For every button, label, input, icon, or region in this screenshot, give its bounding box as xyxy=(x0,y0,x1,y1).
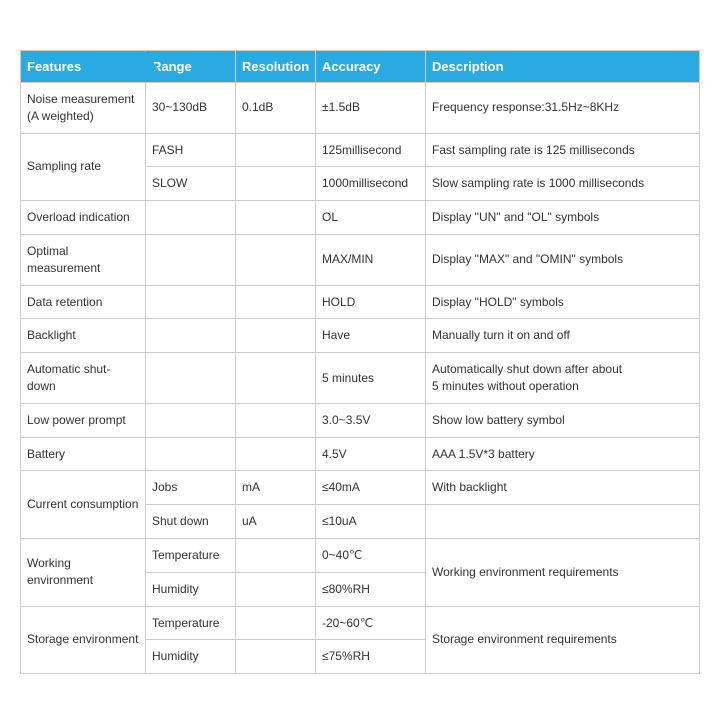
cell xyxy=(236,572,316,606)
cell: Manually turn it on and off xyxy=(426,319,700,353)
cell: Automatically shut down after about5 min… xyxy=(426,353,700,404)
cell: Humidity xyxy=(146,640,236,674)
cell: HOLD xyxy=(316,285,426,319)
cell: FASH xyxy=(146,133,236,167)
cell xyxy=(146,403,236,437)
cell-feature: Current consumption xyxy=(21,471,146,539)
cell xyxy=(146,353,236,404)
cell: ±1.5dB xyxy=(316,83,426,134)
cell: -20~60℃ xyxy=(316,606,426,640)
cell: MAX/MIN xyxy=(316,234,426,285)
cell: SLOW xyxy=(146,167,236,201)
cell-feature: Noise measurement(A weighted) xyxy=(21,83,146,134)
spec-table: Features Range Resolution Accuracy Descr… xyxy=(20,50,700,674)
table-row: Automatic shut-down 5 minutes Automatica… xyxy=(21,353,700,404)
col-range: Range xyxy=(146,51,236,83)
cell-feature: Working environment xyxy=(21,538,146,606)
cell xyxy=(146,201,236,235)
cell: 0.1dB xyxy=(236,83,316,134)
cell: ≤40mA xyxy=(316,471,426,505)
table-row: Data retention HOLD Display "HOLD" symbo… xyxy=(21,285,700,319)
cell-feature: Low power prompt xyxy=(21,403,146,437)
cell xyxy=(236,319,316,353)
table-row: Sampling rate FASH 125millisecond Fast s… xyxy=(21,133,700,167)
cell xyxy=(236,201,316,235)
cell: ≤10uA xyxy=(316,505,426,539)
table-row: Working environment Temperature 0~40℃ Wo… xyxy=(21,538,700,572)
cell-feature: Overload indication xyxy=(21,201,146,235)
cell: Display "MAX" and "OMIN" symbols xyxy=(426,234,700,285)
table-body: Noise measurement(A weighted) 30~130dB 0… xyxy=(21,83,700,674)
table-row: Overload indication OL Display "UN" and … xyxy=(21,201,700,235)
cell xyxy=(146,437,236,471)
cell-feature: Backlight xyxy=(21,319,146,353)
cell xyxy=(146,234,236,285)
cell-feature: Sampling rate xyxy=(21,133,146,201)
table-row: Low power prompt 3.0~3.5V Show low batte… xyxy=(21,403,700,437)
cell: OL xyxy=(316,201,426,235)
cell xyxy=(236,353,316,404)
cell-feature: Storage environment xyxy=(21,606,146,674)
cell: mA xyxy=(236,471,316,505)
cell: Storage environment requirements xyxy=(426,606,700,674)
cell: Humidity xyxy=(146,572,236,606)
header-row: Features Range Resolution Accuracy Descr… xyxy=(21,51,700,83)
cell: Slow sampling rate is 1000 milliseconds xyxy=(426,167,700,201)
cell: uA xyxy=(236,505,316,539)
cell: Fast sampling rate is 125 milliseconds xyxy=(426,133,700,167)
col-accuracy: Accuracy xyxy=(316,51,426,83)
col-description: Description xyxy=(426,51,700,83)
cell-feature: Battery xyxy=(21,437,146,471)
cell: 3.0~3.5V xyxy=(316,403,426,437)
cell: ≤80%RH xyxy=(316,572,426,606)
cell xyxy=(146,319,236,353)
cell: Jobs xyxy=(146,471,236,505)
table-row: Optimal measurement MAX/MIN Display "MAX… xyxy=(21,234,700,285)
cell xyxy=(236,538,316,572)
cell: Display "UN" and "OL" symbols xyxy=(426,201,700,235)
cell: Temperature xyxy=(146,606,236,640)
cell: With backlight xyxy=(426,471,700,505)
cell-feature: Automatic shut-down xyxy=(21,353,146,404)
cell: 1000millisecond xyxy=(316,167,426,201)
cell: Have xyxy=(316,319,426,353)
cell: Temperature xyxy=(146,538,236,572)
cell xyxy=(236,285,316,319)
table-row: Storage environment Temperature -20~60℃ … xyxy=(21,606,700,640)
cell xyxy=(426,505,700,539)
cell: 0~40℃ xyxy=(316,538,426,572)
cell xyxy=(146,285,236,319)
cell: 125millisecond xyxy=(316,133,426,167)
cell xyxy=(236,167,316,201)
cell-feature: Data retention xyxy=(21,285,146,319)
cell: 5 minutes xyxy=(316,353,426,404)
cell: 4.5V xyxy=(316,437,426,471)
cell xyxy=(236,606,316,640)
cell xyxy=(236,403,316,437)
cell: Show low battery symbol xyxy=(426,403,700,437)
col-resolution: Resolution xyxy=(236,51,316,83)
cell: 30~130dB xyxy=(146,83,236,134)
cell xyxy=(236,437,316,471)
cell: AAA 1.5V*3 battery xyxy=(426,437,700,471)
cell: ≤75%RH xyxy=(316,640,426,674)
cell: Display "HOLD" symbols xyxy=(426,285,700,319)
cell xyxy=(236,133,316,167)
table-row: Backlight Have Manually turn it on and o… xyxy=(21,319,700,353)
cell xyxy=(236,234,316,285)
cell: Shut down xyxy=(146,505,236,539)
cell: Working environment requirements xyxy=(426,538,700,606)
table-row: Noise measurement(A weighted) 30~130dB 0… xyxy=(21,83,700,134)
cell: Frequency response:31.5Hz~8KHz xyxy=(426,83,700,134)
col-features: Features xyxy=(21,51,146,83)
table-row: Battery 4.5V AAA 1.5V*3 battery xyxy=(21,437,700,471)
cell xyxy=(236,640,316,674)
table-row: Current consumption Jobs mA ≤40mA With b… xyxy=(21,471,700,505)
cell-feature: Optimal measurement xyxy=(21,234,146,285)
